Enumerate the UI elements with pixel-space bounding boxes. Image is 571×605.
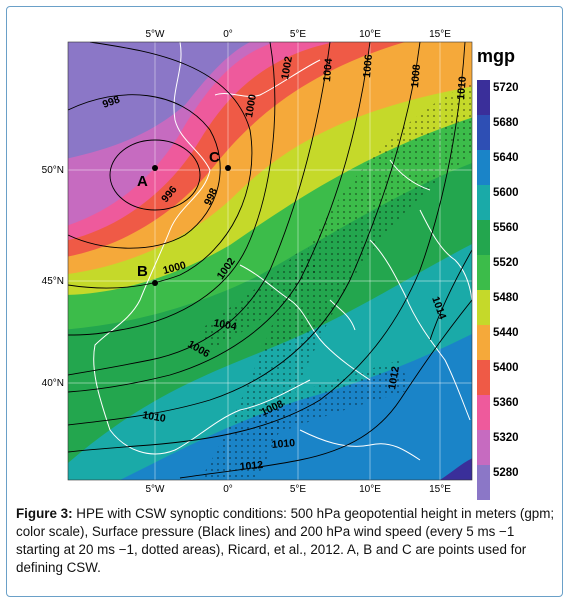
reference-points: A B C xyxy=(137,149,231,286)
lat-label: 50°N xyxy=(42,165,64,176)
colorbar-swatch-5600 xyxy=(477,185,490,220)
colorbar-swatch-5560 xyxy=(477,220,490,255)
colorbar-label-5600: 5600 xyxy=(493,187,519,199)
isobar-1006 xyxy=(68,42,371,393)
isobar-label: 1010 xyxy=(455,76,469,100)
figure-caption: Figure 3: HPE with CSW synoptic conditio… xyxy=(16,505,556,577)
point-a-label: A xyxy=(137,173,148,190)
colorbar-label-5520: 5520 xyxy=(493,257,519,269)
caption-text: HPE with CSW synoptic conditions: 500 hP… xyxy=(16,506,555,575)
colorbar-swatch-5280 xyxy=(477,465,490,500)
colorbar-swatch-5680 xyxy=(477,115,490,150)
lon-label-bottom: 5°E xyxy=(290,484,307,495)
colorbar-label-5400: 5400 xyxy=(493,362,519,374)
isobar-1008 xyxy=(68,42,421,426)
wind-jet-area xyxy=(200,83,472,480)
isobar-label: 1004 xyxy=(321,58,335,82)
colorbar-swatch-5640 xyxy=(477,150,490,185)
point-a-marker xyxy=(152,165,158,171)
wind-area-2 xyxy=(200,250,320,350)
colorbar-label-5280: 5280 xyxy=(493,467,519,479)
lon-label-bottom: 0° xyxy=(223,484,233,495)
isobar-1000 xyxy=(68,42,253,289)
isobar-label: 1004 xyxy=(212,317,237,333)
colorbar-label-5360: 5360 xyxy=(493,397,519,409)
lon-label-top: 5°E xyxy=(290,29,307,40)
lon-labels: 5°W 0° 5°E 10°E 15°E 5°W 0° 5°E 10°E 15°… xyxy=(146,29,452,495)
isobar-1012 xyxy=(179,299,472,479)
map-area: 998 996 998 1000 1002 1004 1006 1008 101… xyxy=(68,42,472,480)
colorbar: mgp 5720 5680 5640 5600 5560 5520 5480 5440 5400… xyxy=(477,46,519,500)
point-c-label: C xyxy=(209,149,220,166)
isobar-label: 1006 xyxy=(361,54,375,78)
band-5280 xyxy=(68,42,250,159)
isobar-label: 1000 xyxy=(243,93,259,118)
lon-label-top: 10°E xyxy=(359,29,381,40)
isobar-label: 1010 xyxy=(141,409,166,425)
isobars xyxy=(68,42,472,479)
colorbar-swatch-5520 xyxy=(477,255,490,290)
lon-label-top: 15°E xyxy=(429,29,451,40)
lon-label-top: 0° xyxy=(223,29,233,40)
isobar-1004 xyxy=(68,42,331,376)
colorbar-label-5720: 5720 xyxy=(493,82,519,94)
lon-label-bottom: 15°E xyxy=(429,484,451,495)
caption-label: Figure 3: xyxy=(16,506,73,521)
lat-label: 45°N xyxy=(42,276,64,287)
colorbar-swatch-5720 xyxy=(477,80,490,115)
colorbar-unit: mgp xyxy=(477,46,515,66)
isobar-998 xyxy=(68,94,221,249)
colorbar-label-5440: 5440 xyxy=(493,327,519,339)
band-5400 xyxy=(68,42,405,257)
point-b-label: B xyxy=(137,263,148,280)
colorbar-label-5320: 5320 xyxy=(493,432,519,444)
lat-label: 40°N xyxy=(42,378,64,389)
band-5360 xyxy=(68,42,335,241)
isobar-label: 1010 xyxy=(271,437,295,451)
isobar-1014 xyxy=(429,249,472,341)
point-b-marker xyxy=(152,280,158,286)
isobar-label: 1000 xyxy=(162,259,188,277)
colorbar-label-5560: 5560 xyxy=(493,222,519,234)
lon-label-top: 5°W xyxy=(146,29,166,40)
lon-label-bottom: 10°E xyxy=(359,484,381,495)
isobar-1010 xyxy=(68,42,466,453)
isobar-label: 1012 xyxy=(386,365,402,390)
colorbar-label-5480: 5480 xyxy=(493,292,519,304)
colorbar-swatch-5360 xyxy=(477,395,490,430)
isobar-label: 1008 xyxy=(409,64,423,88)
lon-label-bottom: 5°W xyxy=(146,484,166,495)
isobar-label: 998 xyxy=(101,93,122,110)
colorbar-labels: 5720 5680 5640 5600 5560 5520 5480 5440 5400 5360… xyxy=(493,82,519,479)
map-border xyxy=(67,41,473,481)
colorbar-swatches xyxy=(477,80,490,500)
isobar-label: 1002 xyxy=(279,55,295,80)
colorbar-swatch-5400 xyxy=(477,360,490,395)
colorbar-label-5640: 5640 xyxy=(493,152,519,164)
graticule xyxy=(68,42,472,480)
point-c-marker xyxy=(225,165,231,171)
colorbar-swatch-5440 xyxy=(477,325,490,360)
band-5440 xyxy=(68,42,472,274)
colorbar-label-5680: 5680 xyxy=(493,117,519,129)
lat-labels: 50°N 45°N 40°N xyxy=(42,165,64,389)
colorbar-swatch-5480 xyxy=(477,290,490,325)
figure-graphic: 998 996 998 1000 1002 1004 1006 1008 101… xyxy=(42,29,519,500)
colorbar-swatch-5320 xyxy=(477,430,490,465)
isobar-1002 xyxy=(68,42,276,336)
isobar-996 xyxy=(109,139,201,211)
band-5720 xyxy=(440,458,472,480)
isobar-label: 1012 xyxy=(239,459,263,473)
